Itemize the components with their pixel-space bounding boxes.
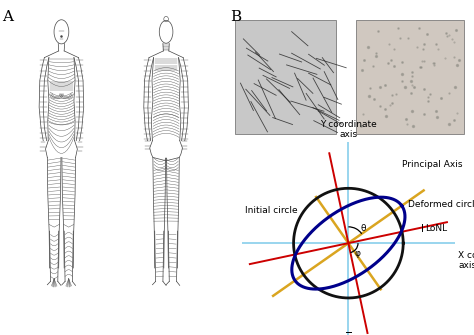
FancyBboxPatch shape <box>235 20 336 134</box>
Text: φ: φ <box>355 250 360 259</box>
Text: B: B <box>230 10 241 24</box>
Text: θ: θ <box>360 224 366 233</box>
FancyBboxPatch shape <box>356 20 464 134</box>
Text: LoNL: LoNL <box>426 224 447 233</box>
Text: Deformed circle: Deformed circle <box>408 200 474 209</box>
Text: A: A <box>2 10 13 24</box>
Text: Principal Axis: Principal Axis <box>402 160 462 169</box>
Text: Y coordinate
axis: Y coordinate axis <box>320 120 377 139</box>
Text: Initial circle: Initial circle <box>245 206 297 215</box>
Text: X coordinate
axis: X coordinate axis <box>458 251 474 270</box>
